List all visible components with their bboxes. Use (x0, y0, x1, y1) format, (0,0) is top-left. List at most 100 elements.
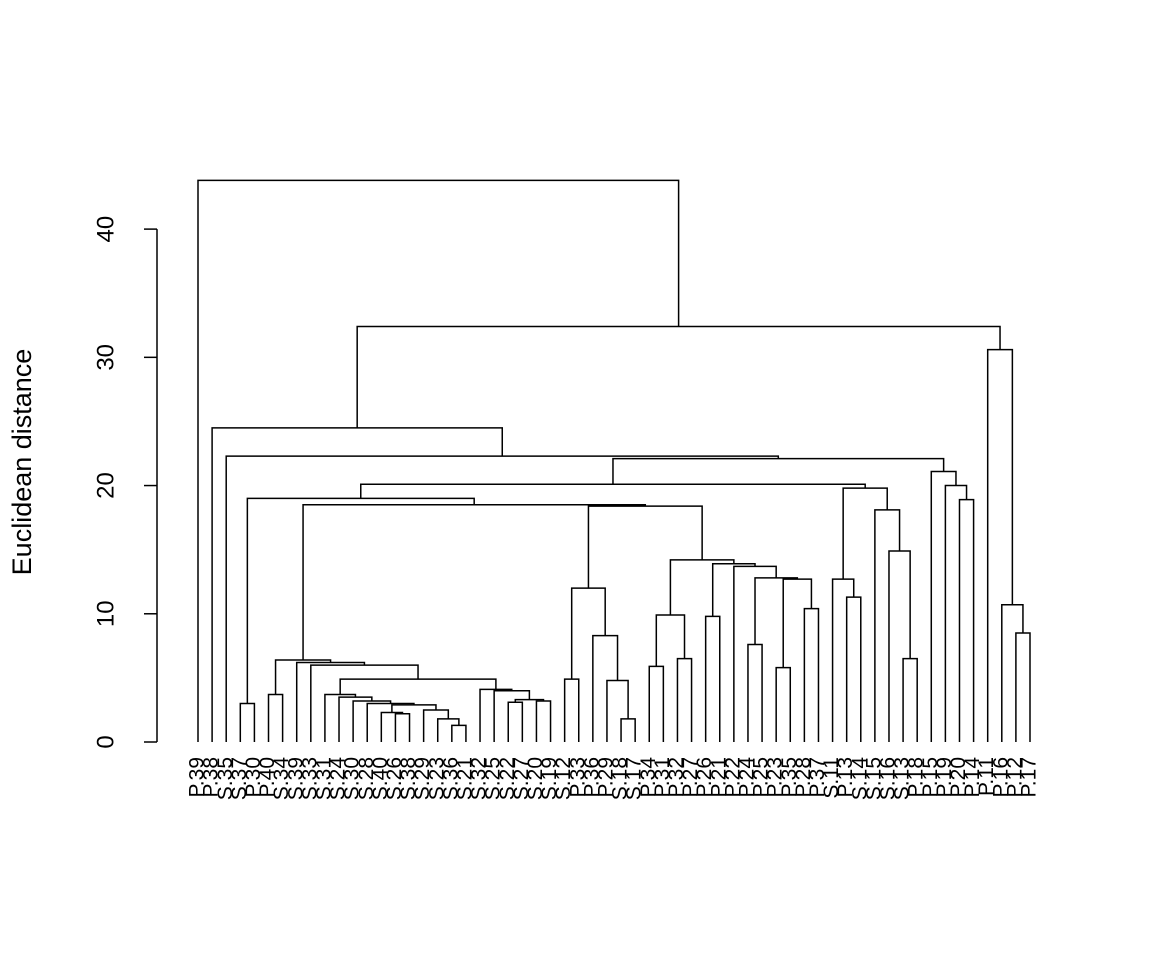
dendrogram-link (775, 666, 792, 742)
leaf-label: S.19 (538, 757, 561, 800)
leaf-label: P.11 (975, 757, 998, 796)
dendrogram-link (570, 587, 606, 680)
dendrogram-link (563, 678, 580, 742)
dendrogram-link (324, 693, 357, 742)
leaf-label: S.34 (270, 757, 293, 801)
leaf-label: P.39 (186, 757, 209, 798)
dendrogram-link (197, 179, 680, 742)
leaf-label: S.25 (482, 757, 505, 800)
leaf-label: S.36 (439, 757, 462, 800)
dendrogram-link (267, 693, 284, 742)
y-tick-label: 40 (92, 216, 119, 243)
dendrogram-link (803, 607, 820, 742)
dendrogram-link (391, 704, 437, 713)
dendrogram-link (360, 483, 866, 499)
dendrogram-link (1015, 632, 1031, 742)
dendrogram-link (669, 559, 735, 616)
leaf-label: P.15 (919, 757, 942, 798)
dendrogram-link (831, 578, 855, 742)
leaf-label: S.38 (397, 757, 420, 800)
leaf-label: S.15 (862, 757, 885, 800)
leaf-label: P.14 (961, 757, 984, 798)
y-tick-label: 10 (92, 600, 119, 627)
leaf-label: P.36 (580, 757, 603, 798)
leaf-label: P.21 (707, 757, 730, 798)
leaf-label: S.12 (552, 757, 575, 800)
y-tick-label: 0 (92, 735, 119, 748)
dendrogram-link (422, 709, 450, 742)
dendrogram-link (845, 596, 862, 742)
leaf-label: S.32 (468, 757, 491, 800)
leaf-label: P.18 (905, 757, 928, 798)
dendrogram-link (274, 659, 332, 695)
leaf-label: P.12 (1003, 757, 1026, 798)
leaf-label: S.37 (228, 757, 251, 800)
leaf-label: P.23 (764, 757, 787, 798)
leaf-label: P.28 (792, 757, 815, 798)
leaf-label: P.22 (721, 757, 744, 798)
dendrogram-link (874, 509, 901, 742)
leaf-label: S.39 (284, 757, 307, 800)
leaf-label: P.33 (566, 757, 589, 798)
dendrogram-link (479, 688, 513, 742)
leaf-label: P.25 (750, 757, 773, 798)
leaf-label: P.37 (806, 757, 829, 798)
leaf-label: P.38 (200, 757, 223, 798)
leaf-label: S.30 (341, 757, 364, 800)
dendrogram-link (612, 457, 945, 485)
leaf-label: S.22 (496, 757, 519, 800)
leaf-label: P.16 (989, 757, 1012, 798)
leaf-label: P.20 (947, 757, 970, 798)
dendrogram-link (451, 724, 467, 742)
dendrogram-link (246, 497, 475, 704)
dendrogram-link (592, 634, 619, 742)
leaf-label: P.30 (242, 757, 265, 798)
leaf-label: S.14 (848, 757, 871, 801)
dendrogram-link (754, 577, 799, 645)
dendrogram-link (733, 565, 777, 742)
dendrogram-link (902, 657, 918, 742)
leaf-label: S.31 (312, 757, 335, 800)
leaf-label: S.17 (623, 757, 646, 800)
dendrogram-link (747, 643, 763, 742)
leaf-label: P.31 (651, 757, 674, 798)
leaf-label: S.24 (327, 757, 350, 801)
y-axis-label: Euclidean distance (7, 349, 37, 576)
leaf-label: S.23 (425, 757, 448, 800)
dendrogram-link (302, 504, 647, 660)
leaf-label: S.40 (369, 757, 392, 800)
leaf-label: P.35 (778, 757, 801, 798)
y-tick-label: 30 (92, 344, 119, 371)
leaf-label: S.16 (877, 757, 900, 800)
dendrogram-link (493, 689, 531, 742)
dendrogram-link (436, 718, 460, 742)
leaf-label: S.11 (820, 757, 843, 799)
dendrogram-link (366, 702, 415, 742)
leaf-label: S.26 (383, 757, 406, 800)
leaf-label: P.32 (665, 757, 688, 798)
dendrogram-link (958, 498, 975, 742)
dendrogram-link (1001, 604, 1024, 742)
dendrogram-link (211, 427, 504, 742)
leaf-label: P.29 (594, 757, 617, 798)
leaf-label: P.27 (679, 757, 702, 798)
leaf-label: P.24 (736, 757, 759, 798)
dendrogram-link (944, 484, 968, 742)
dendrogram-link (535, 700, 552, 742)
leaf-label: P.17 (1018, 757, 1041, 798)
leaf-label: S.33 (298, 757, 321, 800)
dendrogram-link (339, 678, 497, 695)
dendrogram-link (310, 664, 419, 742)
leaf-label: S.13 (891, 757, 914, 800)
dendrogram-link (648, 665, 665, 742)
dendrogram-link (514, 698, 545, 703)
dendrogram-link (352, 700, 392, 742)
dendrogram-link (587, 505, 703, 589)
dendrogram-link (888, 550, 911, 742)
leaf-label: P.19 (933, 757, 956, 798)
leaf-label: P.13 (834, 757, 857, 798)
dendrogram-link (606, 679, 629, 742)
leaf-label: S.35 (214, 757, 237, 800)
